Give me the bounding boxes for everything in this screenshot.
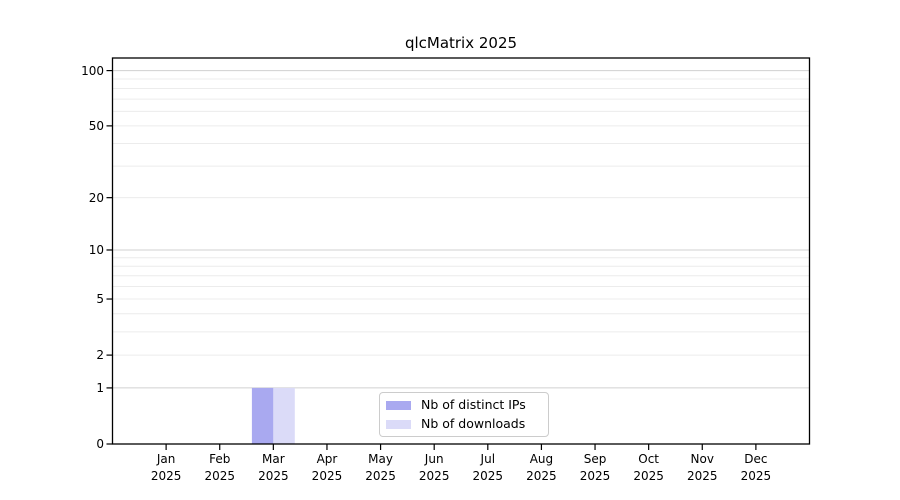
legend-swatch-downloads	[386, 419, 411, 429]
x-tick-label: Mar 2025	[258, 451, 289, 485]
legend-item-downloads: Nb of downloads	[386, 417, 548, 431]
bar-distinct-ips-mar	[251, 387, 274, 444]
x-tick-label: Jul 2025	[473, 451, 504, 485]
x-tick-label: Feb 2025	[204, 451, 235, 485]
x-tick-label-line: Jun	[424, 452, 444, 466]
x-tick-label: Dec 2025	[741, 451, 772, 485]
x-tick-label-line: 2025	[686, 469, 718, 483]
x-tick-label: Nov 2025	[687, 451, 718, 485]
x-tick-label-line: Jul	[480, 452, 496, 466]
x-tick-label-line: 2025	[150, 469, 182, 483]
y-tick-label: 100	[81, 63, 104, 78]
x-tick-label: Aug 2025	[526, 451, 557, 485]
x-tick-label: May 2025	[365, 451, 396, 485]
x-tick-label-line: 2025	[526, 469, 557, 483]
x-tick-label-line: 2025	[204, 469, 235, 483]
x-tick-label-line: Aug	[529, 452, 554, 466]
x-tick-label-line: 2025	[418, 469, 450, 483]
x-tick-label: Apr 2025	[312, 451, 343, 485]
x-tick-label-line: Feb	[209, 452, 231, 466]
x-tick-label: Sep 2025	[580, 451, 611, 485]
x-tick-label: Jun 2025	[419, 451, 450, 485]
x-tick-label-line: 2025	[311, 469, 343, 483]
legend-swatch-distinct-ips	[386, 400, 411, 410]
y-tick-label: 10	[88, 242, 104, 257]
x-tick-label-line: 2025	[472, 469, 504, 483]
y-tick-label: 2	[96, 348, 104, 363]
legend-label-distinct-ips: Nb of distinct IPs	[421, 397, 526, 412]
x-tick-label-line: Sep	[583, 452, 607, 466]
x-tick-label-line: 2025	[579, 469, 611, 483]
y-tick-label: 0	[96, 437, 104, 451]
chart-title: qlcMatrix 2025	[404, 34, 518, 52]
y-tick-label: 1	[96, 380, 104, 395]
legend: Nb of distinct IPs Nb of downloads	[379, 392, 549, 437]
legend-label-downloads: Nb of downloads	[421, 416, 526, 431]
legend-item-distinct-ips: Nb of distinct IPs	[386, 398, 548, 412]
x-tick-label-line: 2025	[365, 469, 396, 483]
x-tick-label-line: Jan	[156, 452, 176, 466]
x-tick-label-line: Dec	[744, 452, 768, 466]
x-tick-label: Jan 2025	[151, 451, 182, 485]
bar-downloads-mar	[273, 387, 295, 444]
y-tick-label: 20	[88, 190, 104, 205]
plot-border	[111, 57, 811, 445]
y-tick-label: 5	[96, 292, 104, 307]
x-tick-label-line: 2025	[258, 469, 289, 483]
x-tick-label-line: Apr	[316, 452, 338, 466]
x-tick-label-line: Nov	[690, 452, 714, 466]
x-tick-label-line: 2025	[740, 469, 772, 483]
x-tick-label-line: May	[368, 452, 393, 466]
x-tick-label-line: 2025	[633, 469, 664, 483]
x-tick-label: Oct 2025	[633, 451, 664, 485]
x-tick-label-line: Oct	[638, 452, 660, 466]
x-tick-label-line: Mar	[262, 452, 285, 466]
y-tick-label: 50	[88, 118, 104, 133]
